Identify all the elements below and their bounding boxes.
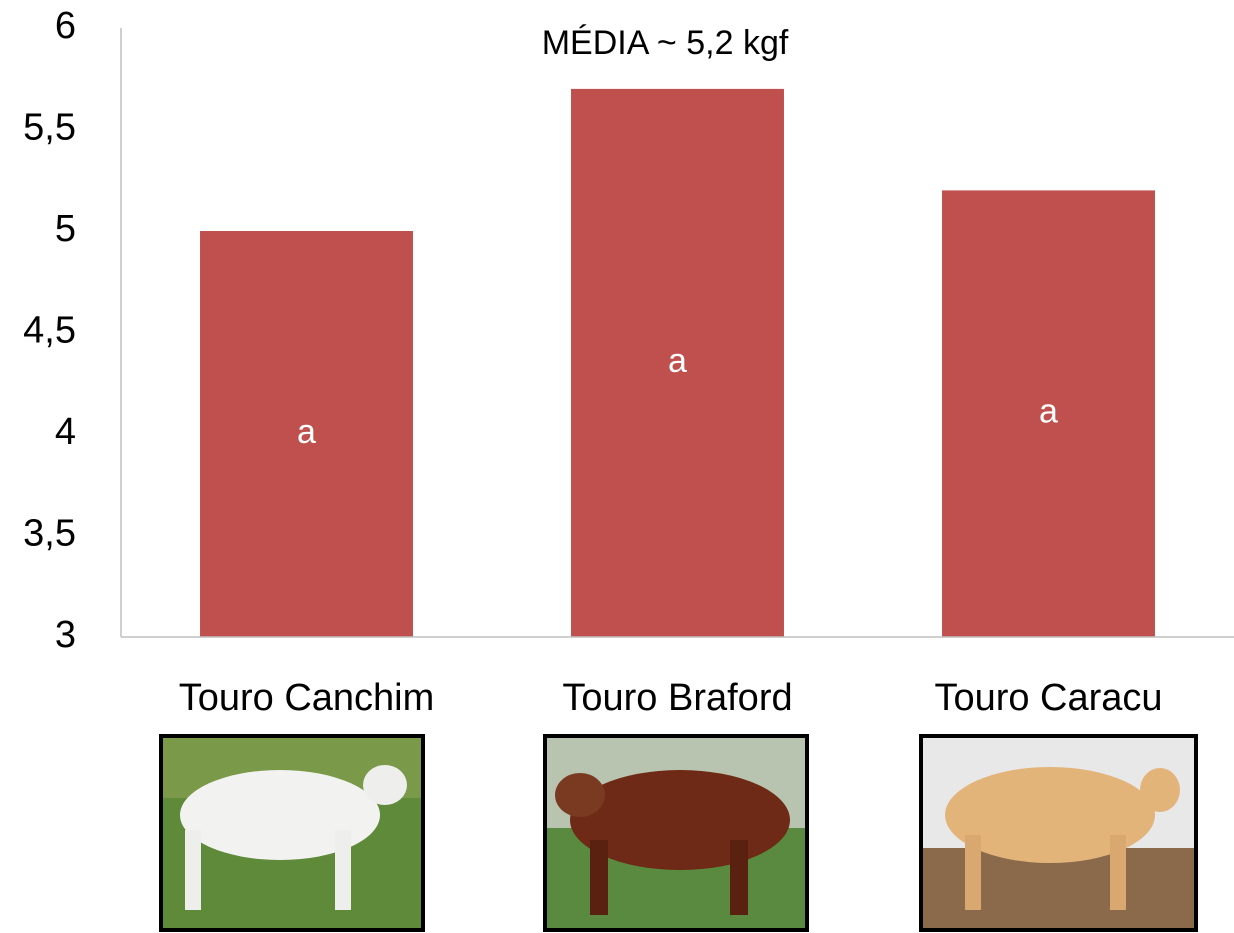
chart-title: MÉDIA ~ 5,2 kgf (542, 24, 789, 62)
photo-caracu (919, 734, 1198, 932)
x-tick-label: Touro Caracu (934, 677, 1162, 719)
bar (200, 231, 413, 637)
bar (571, 88, 784, 637)
y-tick-label: 4,5 (23, 310, 76, 352)
significance-letter: a (297, 413, 316, 451)
y-tick-label: 3 (55, 614, 76, 656)
x-tick-label: Touro Canchim (179, 677, 435, 719)
photo-canchim (159, 734, 425, 932)
y-tick-label: 5,5 (23, 107, 76, 149)
y-tick-label: 4 (55, 411, 76, 453)
significance-letter: a (668, 342, 687, 380)
photos (159, 734, 1198, 932)
x-tick-label: Touro Braford (562, 677, 792, 719)
photo-braford (543, 734, 809, 932)
bar (942, 190, 1155, 637)
y-tick-label: 3,5 (23, 513, 76, 555)
y-tick-label: 5 (55, 208, 76, 250)
y-tick-label: 6 (55, 5, 76, 47)
significance-letter: a (1039, 393, 1058, 431)
